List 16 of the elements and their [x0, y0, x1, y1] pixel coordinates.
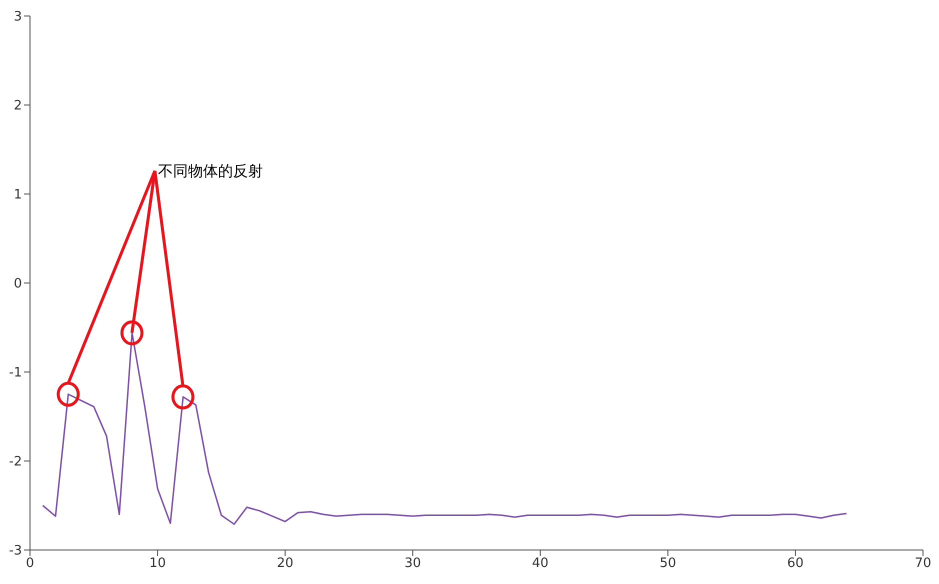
x-tick-label: 60 — [787, 556, 804, 572]
y-tick-label: 3 — [14, 10, 22, 25]
x-tick-label: 50 — [660, 556, 676, 572]
y-tick-label: -1 — [9, 366, 22, 381]
y-tick-label: 0 — [14, 276, 22, 292]
x-tick-label: 40 — [532, 556, 549, 572]
y-tick-label: -3 — [9, 544, 22, 559]
x-tick-label: 30 — [404, 556, 421, 572]
x-tick-label: 20 — [276, 556, 294, 572]
x-tick-label: 0 — [26, 556, 34, 572]
annotation: 不同物体的反射 — [158, 162, 263, 180]
x-tick-label: 70 — [914, 556, 932, 572]
y-tick-label: -2 — [9, 454, 22, 470]
y-tick-label: 2 — [14, 98, 22, 114]
y-tick-label: 1 — [14, 188, 22, 203]
x-tick-label: 10 — [149, 556, 166, 572]
